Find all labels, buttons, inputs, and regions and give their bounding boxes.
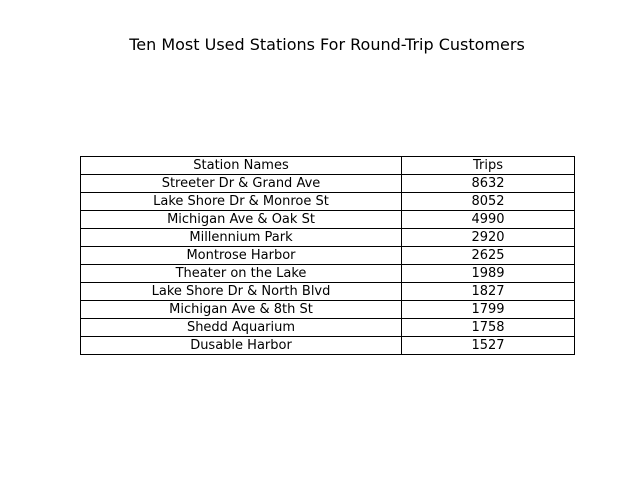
table-header-row: Station Names Trips [80,156,575,175]
trips-cell: 8052 [401,192,575,211]
station-name-cell: Michigan Ave & Oak St [80,210,402,229]
station-name-cell: Michigan Ave & 8th St [80,300,402,319]
trips-cell: 1527 [401,336,575,355]
table-row: Lake Shore Dr & Monroe St 8052 [80,192,575,211]
trips-cell: 4990 [401,210,575,229]
table-container: Station Names Trips Streeter Dr & Grand … [80,156,575,355]
trips-cell: 2625 [401,246,575,265]
station-name-cell: Theater on the Lake [80,264,402,283]
trips-cell: 1799 [401,300,575,319]
table-row: Michigan Ave & Oak St 4990 [80,210,575,229]
trips-cell: 1989 [401,264,575,283]
table-row: Millennium Park 2920 [80,228,575,247]
station-name-cell: Montrose Harbor [80,246,402,265]
trips-cell: 8632 [401,174,575,193]
column-header-trips: Trips [401,156,575,175]
trips-cell: 2920 [401,228,575,247]
station-name-cell: Millennium Park [80,228,402,247]
chart-title: Ten Most Used Stations For Round-Trip Cu… [129,35,525,54]
data-table: Station Names Trips Streeter Dr & Grand … [80,156,575,355]
trips-cell: 1758 [401,318,575,337]
station-name-cell: Dusable Harbor [80,336,402,355]
table-row: Lake Shore Dr & North Blvd 1827 [80,282,575,301]
station-name-cell: Lake Shore Dr & Monroe St [80,192,402,211]
table-body: Streeter Dr & Grand Ave 8632 Lake Shore Dr… [80,174,575,355]
table-row: Montrose Harbor 2625 [80,246,575,265]
column-header-station-names: Station Names [80,156,402,175]
station-name-cell: Lake Shore Dr & North Blvd [80,282,402,301]
trips-cell: 1827 [401,282,575,301]
table-row: Michigan Ave & 8th St 1799 [80,300,575,319]
table-row: Shedd Aquarium 1758 [80,318,575,337]
table-row: Dusable Harbor 1527 [80,336,575,355]
station-name-cell: Shedd Aquarium [80,318,402,337]
table-row: Streeter Dr & Grand Ave 8632 [80,174,575,193]
table-row: Theater on the Lake 1989 [80,264,575,283]
station-name-cell: Streeter Dr & Grand Ave [80,174,402,193]
